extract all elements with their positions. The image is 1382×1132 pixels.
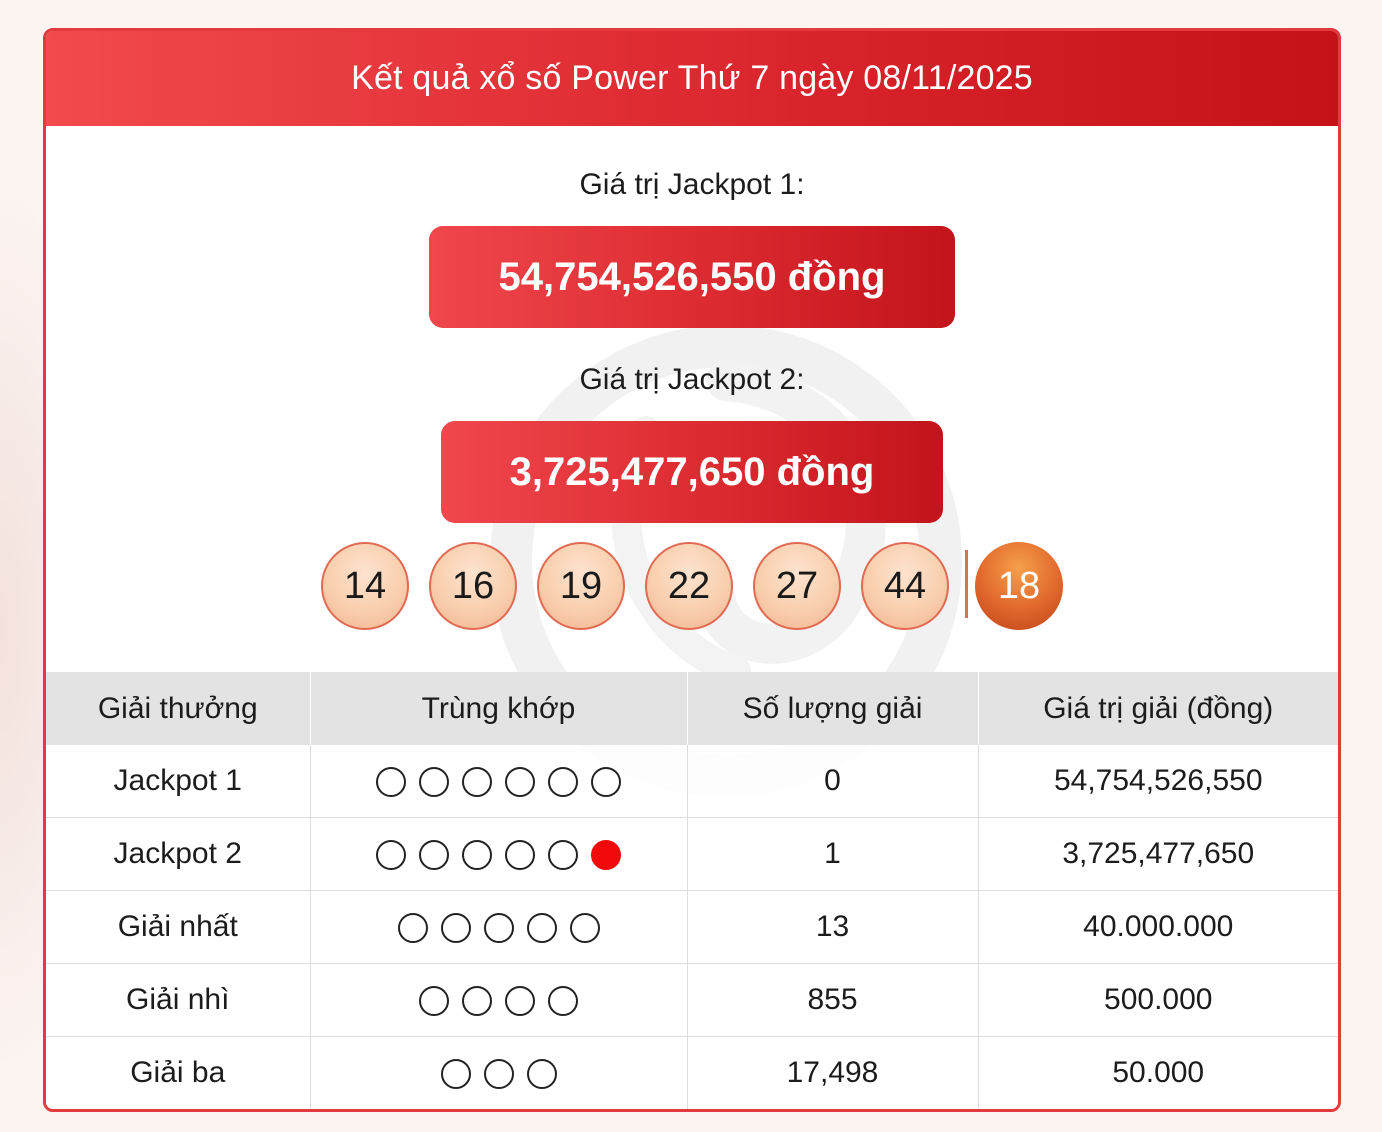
- prize-name: Giải ba: [46, 1036, 311, 1109]
- jackpot2-value: 3,725,477,650 đồng: [441, 421, 943, 523]
- table-row: Jackpot 2 1 3,725,477,650: [46, 817, 1338, 891]
- match-circle-icon: [569, 913, 600, 944]
- match-circle-icon: [505, 986, 535, 1017]
- prize-table-header: Giải thưởng Trùng khớp Số lượng giải Giá…: [46, 672, 1338, 745]
- table-row: Giải nhất 13 40.000.000: [46, 890, 1338, 964]
- match-circle-icon: [440, 913, 471, 944]
- match-indicator: [310, 1036, 688, 1109]
- match-dots: [419, 986, 578, 1017]
- match-circle-icon: [462, 840, 492, 871]
- table-row: Jackpot 1 0 54,754,526,550: [46, 745, 1338, 818]
- match-dots: [440, 1059, 557, 1090]
- match-circle-icon: [419, 767, 449, 798]
- match-circle-icon: [548, 840, 578, 871]
- match-circle-icon: [462, 986, 492, 1017]
- match-circle-icon: [376, 767, 406, 798]
- match-circle-icon: [440, 1059, 471, 1090]
- match-circle-icon: [419, 840, 449, 871]
- match-circle-icon: [376, 840, 406, 871]
- match-circle-icon: [483, 913, 514, 944]
- match-circle-icon: [397, 913, 428, 944]
- winners-count: 1: [687, 817, 979, 891]
- prize-name: Jackpot 2: [46, 817, 311, 891]
- jackpot1-label: Giá trị Jackpot 1:: [579, 168, 805, 201]
- match-dots: [376, 767, 621, 798]
- match-circle-icon: [526, 1059, 557, 1090]
- match-circle-icon: [548, 767, 578, 798]
- number-ball: 27: [753, 542, 841, 630]
- match-indicator: [310, 890, 688, 964]
- power-match-dot-icon: [591, 840, 621, 871]
- power-number-ball: 18: [975, 542, 1063, 630]
- number-ball: 14: [321, 542, 409, 630]
- match-dots: [376, 840, 621, 871]
- match-circle-icon: [591, 767, 621, 798]
- match-circle-icon: [548, 986, 578, 1017]
- header-prize: Giải thưởng: [46, 672, 311, 745]
- match-indicator: [310, 817, 688, 891]
- header-winners: Số lượng giải: [687, 672, 979, 745]
- lottery-result-card: Kết quả xổ số Power Thứ 7 ngày 08/11/202…: [43, 28, 1341, 1112]
- match-circle-icon: [462, 767, 492, 798]
- header-match: Trùng khớp: [310, 672, 688, 745]
- number-ball: 16: [429, 542, 517, 630]
- prize-value: 500.000: [978, 963, 1338, 1037]
- winners-count: 0: [687, 745, 979, 818]
- match-circle-icon: [505, 767, 535, 798]
- number-ball: 19: [537, 542, 625, 630]
- header-value: Giá trị giải (đồng): [978, 672, 1338, 745]
- match-circle-icon: [419, 986, 449, 1017]
- number-ball: 44: [861, 542, 949, 630]
- number-ball: 22: [645, 542, 733, 630]
- match-circle-icon: [483, 1059, 514, 1090]
- prize-name: Giải nhì: [46, 963, 311, 1037]
- match-circle-icon: [505, 840, 535, 871]
- prize-value: 50.000: [978, 1036, 1338, 1109]
- jackpot2-label: Giá trị Jackpot 2:: [579, 363, 805, 396]
- prize-table: Giải thưởng Trùng khớp Số lượng giải Giá…: [46, 672, 1338, 1109]
- power-divider: [965, 550, 968, 618]
- prize-name: Jackpot 1: [46, 745, 311, 818]
- winners-count: 855: [687, 963, 979, 1037]
- match-circle-icon: [526, 913, 557, 944]
- prize-name: Giải nhất: [46, 890, 311, 964]
- table-row: Giải nhì 855 500.000: [46, 963, 1338, 1037]
- prize-value: 3,725,477,650: [978, 817, 1338, 891]
- winners-count: 13: [687, 890, 979, 964]
- match-indicator: [310, 745, 688, 818]
- result-title: Kết quả xổ số Power Thứ 7 ngày 08/11/202…: [46, 31, 1338, 126]
- winning-numbers: 14 16 19 22 27 44 18: [46, 542, 1338, 634]
- jackpot1-value: 54,754,526,550 đồng: [429, 226, 955, 328]
- table-row: Giải ba 17,498 50.000: [46, 1036, 1338, 1109]
- match-indicator: [310, 963, 688, 1037]
- prize-value: 40.000.000: [978, 890, 1338, 964]
- prize-value: 54,754,526,550: [978, 745, 1338, 818]
- match-dots: [397, 913, 600, 944]
- winners-count: 17,498: [687, 1036, 979, 1109]
